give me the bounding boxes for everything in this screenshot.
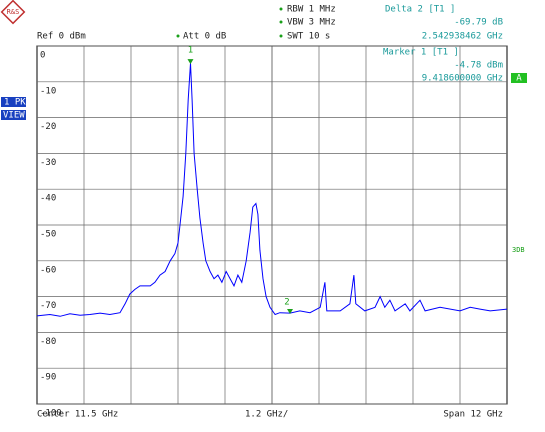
marker-freq: 9.418600000 GHz — [422, 74, 503, 84]
rbw: RBW 1 MHz — [287, 5, 336, 15]
y-tick-label: -80 — [40, 337, 56, 347]
bullet — [279, 20, 283, 24]
trace-flag-box — [511, 73, 527, 83]
trace-mode: 1 PK — [4, 98, 26, 108]
center-freq: Center 11.5 GHz — [37, 410, 118, 420]
y-tick-label: -60 — [40, 265, 56, 275]
bullet — [176, 34, 180, 38]
marker — [287, 308, 294, 314]
vbw: VBW 3 MHz — [287, 18, 336, 28]
marker-label: 2 — [284, 297, 289, 307]
y-tick-label: -30 — [40, 158, 56, 168]
trace-mode-box — [1, 110, 26, 120]
bullet — [279, 34, 283, 38]
y-tick-label: -90 — [40, 373, 56, 383]
y-tick-label: -20 — [40, 122, 56, 132]
marker-label: 1 — [188, 46, 193, 56]
y-tick-label: 0 — [40, 51, 45, 61]
grid: 0 -10 -20 -30 -40 -50 -60 -70 -80 -90 -100 — [37, 45, 507, 419]
sweep-time: SWT 10 s — [287, 32, 330, 42]
y-tick-label: -100 — [40, 409, 62, 419]
y-tick-label: -50 — [40, 230, 56, 240]
span: Span 12 GHz — [443, 410, 503, 420]
trace-flag: A — [516, 74, 522, 84]
side-label: 3DB — [512, 246, 525, 254]
logo: R&S — [0, 0, 26, 25]
trace-mode-box — [1, 97, 26, 107]
y-tick-label: -10 — [40, 86, 56, 96]
delta-title: Delta 2 [T1 ] — [385, 5, 455, 15]
trace-mode: VIEW — [3, 111, 25, 121]
svg-text:R&S: R&S — [7, 8, 20, 16]
marker — [187, 59, 194, 65]
attenuation: Att 0 dB — [183, 32, 226, 42]
trace-line — [36, 63, 508, 317]
bullet — [279, 7, 283, 11]
per-division: 1.2 GHz/ — [245, 410, 288, 420]
marker-title: Marker 1 [T1 ] — [383, 48, 459, 58]
marker-level: -4.78 dBm — [454, 61, 503, 71]
delta-level: -69.79 dB — [454, 18, 503, 28]
trace-layer: 12 — [36, 46, 508, 317]
y-tick-label: -70 — [40, 301, 56, 311]
y-tick-label: -40 — [40, 194, 56, 204]
delta-freq: 2.542938462 GHz — [422, 32, 503, 42]
ref-level: Ref 0 dBm — [37, 32, 86, 42]
